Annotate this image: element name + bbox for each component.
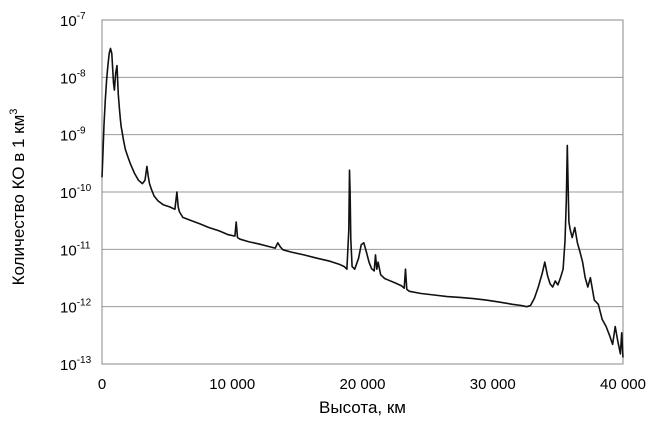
x-axis-label: Высота, км (319, 398, 406, 417)
y-tick-label: 10-12 (60, 298, 92, 317)
x-tick-label: 10 000 (209, 376, 255, 393)
plot-frame (101, 19, 624, 365)
x-tick-label: 20 000 (340, 376, 386, 393)
y-tick-label: 10-9 (60, 126, 86, 145)
x-tick-label: 0 (98, 376, 106, 393)
grid-lines (102, 19, 623, 365)
x-tick-label: 40 000 (600, 376, 646, 393)
y-tick-label: 10-11 (60, 240, 91, 259)
y-axis-label-superscript: 3 (8, 109, 20, 115)
y-tick-label: 10-8 (60, 68, 86, 87)
x-tick-label: 30 000 (470, 376, 516, 393)
y-tick-exponent: -10 (77, 183, 92, 194)
x-axis-ticks: 0 10 000 20 000 30 000 40 000 (98, 376, 646, 393)
y-tick-base: 10 (60, 357, 77, 374)
y-tick-base: 10 (60, 300, 77, 317)
y-tick-exponent: -9 (77, 126, 86, 137)
y-tick-base: 10 (60, 70, 77, 87)
y-tick-exponent: -13 (77, 355, 92, 366)
y-axis-label: Количество КО в 1 км3 (8, 109, 28, 286)
y-tick-base: 10 (60, 242, 77, 259)
y-tick-label: 10-7 (60, 11, 86, 30)
y-tick-base: 10 (60, 128, 77, 145)
y-tick-label: 10-10 (60, 183, 92, 202)
y-tick-base: 10 (60, 185, 77, 202)
y-tick-exponent: -12 (77, 298, 92, 309)
y-axis-label-text: Количество КО в 1 км (9, 115, 28, 286)
y-tick-exponent: -7 (77, 11, 86, 22)
y-tick-label: 10-13 (60, 355, 92, 374)
y-tick-exponent: -11 (77, 240, 91, 251)
series-line (101, 47, 624, 358)
y-tick-exponent: -8 (77, 68, 86, 79)
y-tick-base: 10 (60, 13, 77, 30)
